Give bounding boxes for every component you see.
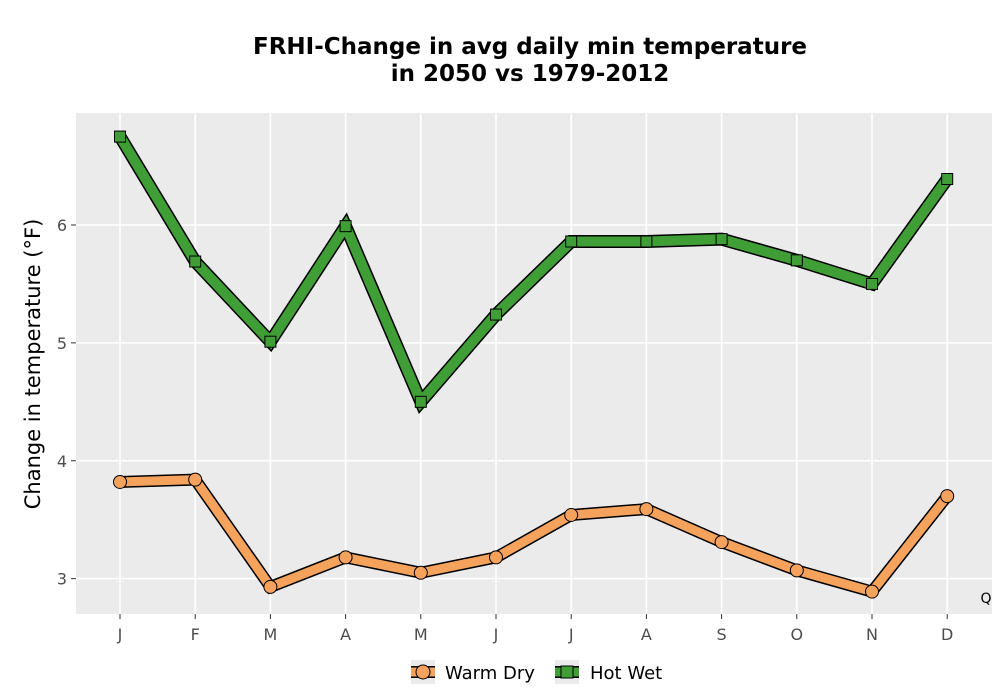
x-tick-label: M bbox=[414, 625, 428, 644]
chart-title-line-2: in 2050 vs 1979-2012 bbox=[391, 61, 670, 87]
x-tick-label: F bbox=[191, 625, 200, 644]
legend-key-warm-dry-marker bbox=[415, 664, 431, 680]
hot-wet-point bbox=[866, 277, 878, 290]
x-tick-label: N bbox=[866, 625, 878, 644]
hot-wet-point bbox=[715, 233, 728, 246]
warm-dry-point bbox=[263, 579, 278, 594]
y-tick-label: 3 bbox=[57, 570, 67, 589]
warm-dry-point bbox=[789, 563, 804, 578]
x-tick-label: A bbox=[340, 625, 351, 644]
warm-dry-line bbox=[119, 475, 951, 597]
grid-lines bbox=[76, 113, 992, 614]
y-tick-label: 5 bbox=[57, 334, 67, 353]
warm-dry-point bbox=[413, 565, 428, 580]
x-tick-label: J bbox=[117, 625, 123, 644]
legend: Warm Dry Hot Wet bbox=[411, 660, 662, 684]
y-tick-label: 6 bbox=[57, 216, 67, 235]
legend-label-hot-wet: Hot Wet bbox=[590, 663, 662, 684]
warm-dry-point bbox=[113, 474, 127, 489]
hot-wet-point bbox=[114, 130, 126, 143]
chart-title-line-1: FRHI-Change in avg daily min temperature bbox=[253, 34, 807, 60]
hot-wet-point bbox=[414, 395, 427, 408]
warm-dry-point bbox=[564, 507, 579, 522]
warm-dry-point bbox=[338, 550, 353, 565]
x-tick-label: S bbox=[717, 625, 727, 644]
x-tick-label: O bbox=[791, 625, 804, 644]
warm-dry-point bbox=[940, 489, 955, 504]
hot-wet-point bbox=[490, 308, 502, 321]
hot-wet-point bbox=[790, 254, 803, 267]
x-tick-label: J bbox=[568, 625, 574, 644]
warm-dry-point bbox=[188, 472, 203, 487]
legend-key-hot-wet-marker bbox=[560, 665, 574, 679]
hot-wet-line bbox=[115, 133, 952, 412]
x-tick-label: A bbox=[641, 625, 652, 644]
warm-dry-point bbox=[489, 550, 503, 565]
warm-dry-point bbox=[714, 535, 729, 550]
warm-dry-point bbox=[865, 584, 879, 599]
legend-label-warm-dry: Warm Dry bbox=[445, 663, 535, 684]
hot-wet-point bbox=[189, 255, 202, 268]
y-axis-label: Change in temperature (°F) bbox=[21, 219, 45, 510]
y-tick-label: 4 bbox=[57, 452, 67, 471]
x-tick-label: D bbox=[941, 625, 953, 644]
hot-wet-point bbox=[339, 220, 352, 233]
hot-wet-point bbox=[941, 173, 954, 186]
x-tick-label: M bbox=[263, 625, 277, 644]
hot-wet-point bbox=[565, 235, 578, 248]
y-axis-ticks: 3 4 5 6 bbox=[57, 216, 76, 589]
hot-wet-point bbox=[640, 235, 653, 248]
hot-wet-point bbox=[264, 335, 277, 348]
warm-dry-point bbox=[639, 502, 654, 517]
x-tick-label: J bbox=[493, 625, 499, 644]
series-group bbox=[113, 130, 955, 599]
corner-label: Q bbox=[980, 591, 991, 607]
